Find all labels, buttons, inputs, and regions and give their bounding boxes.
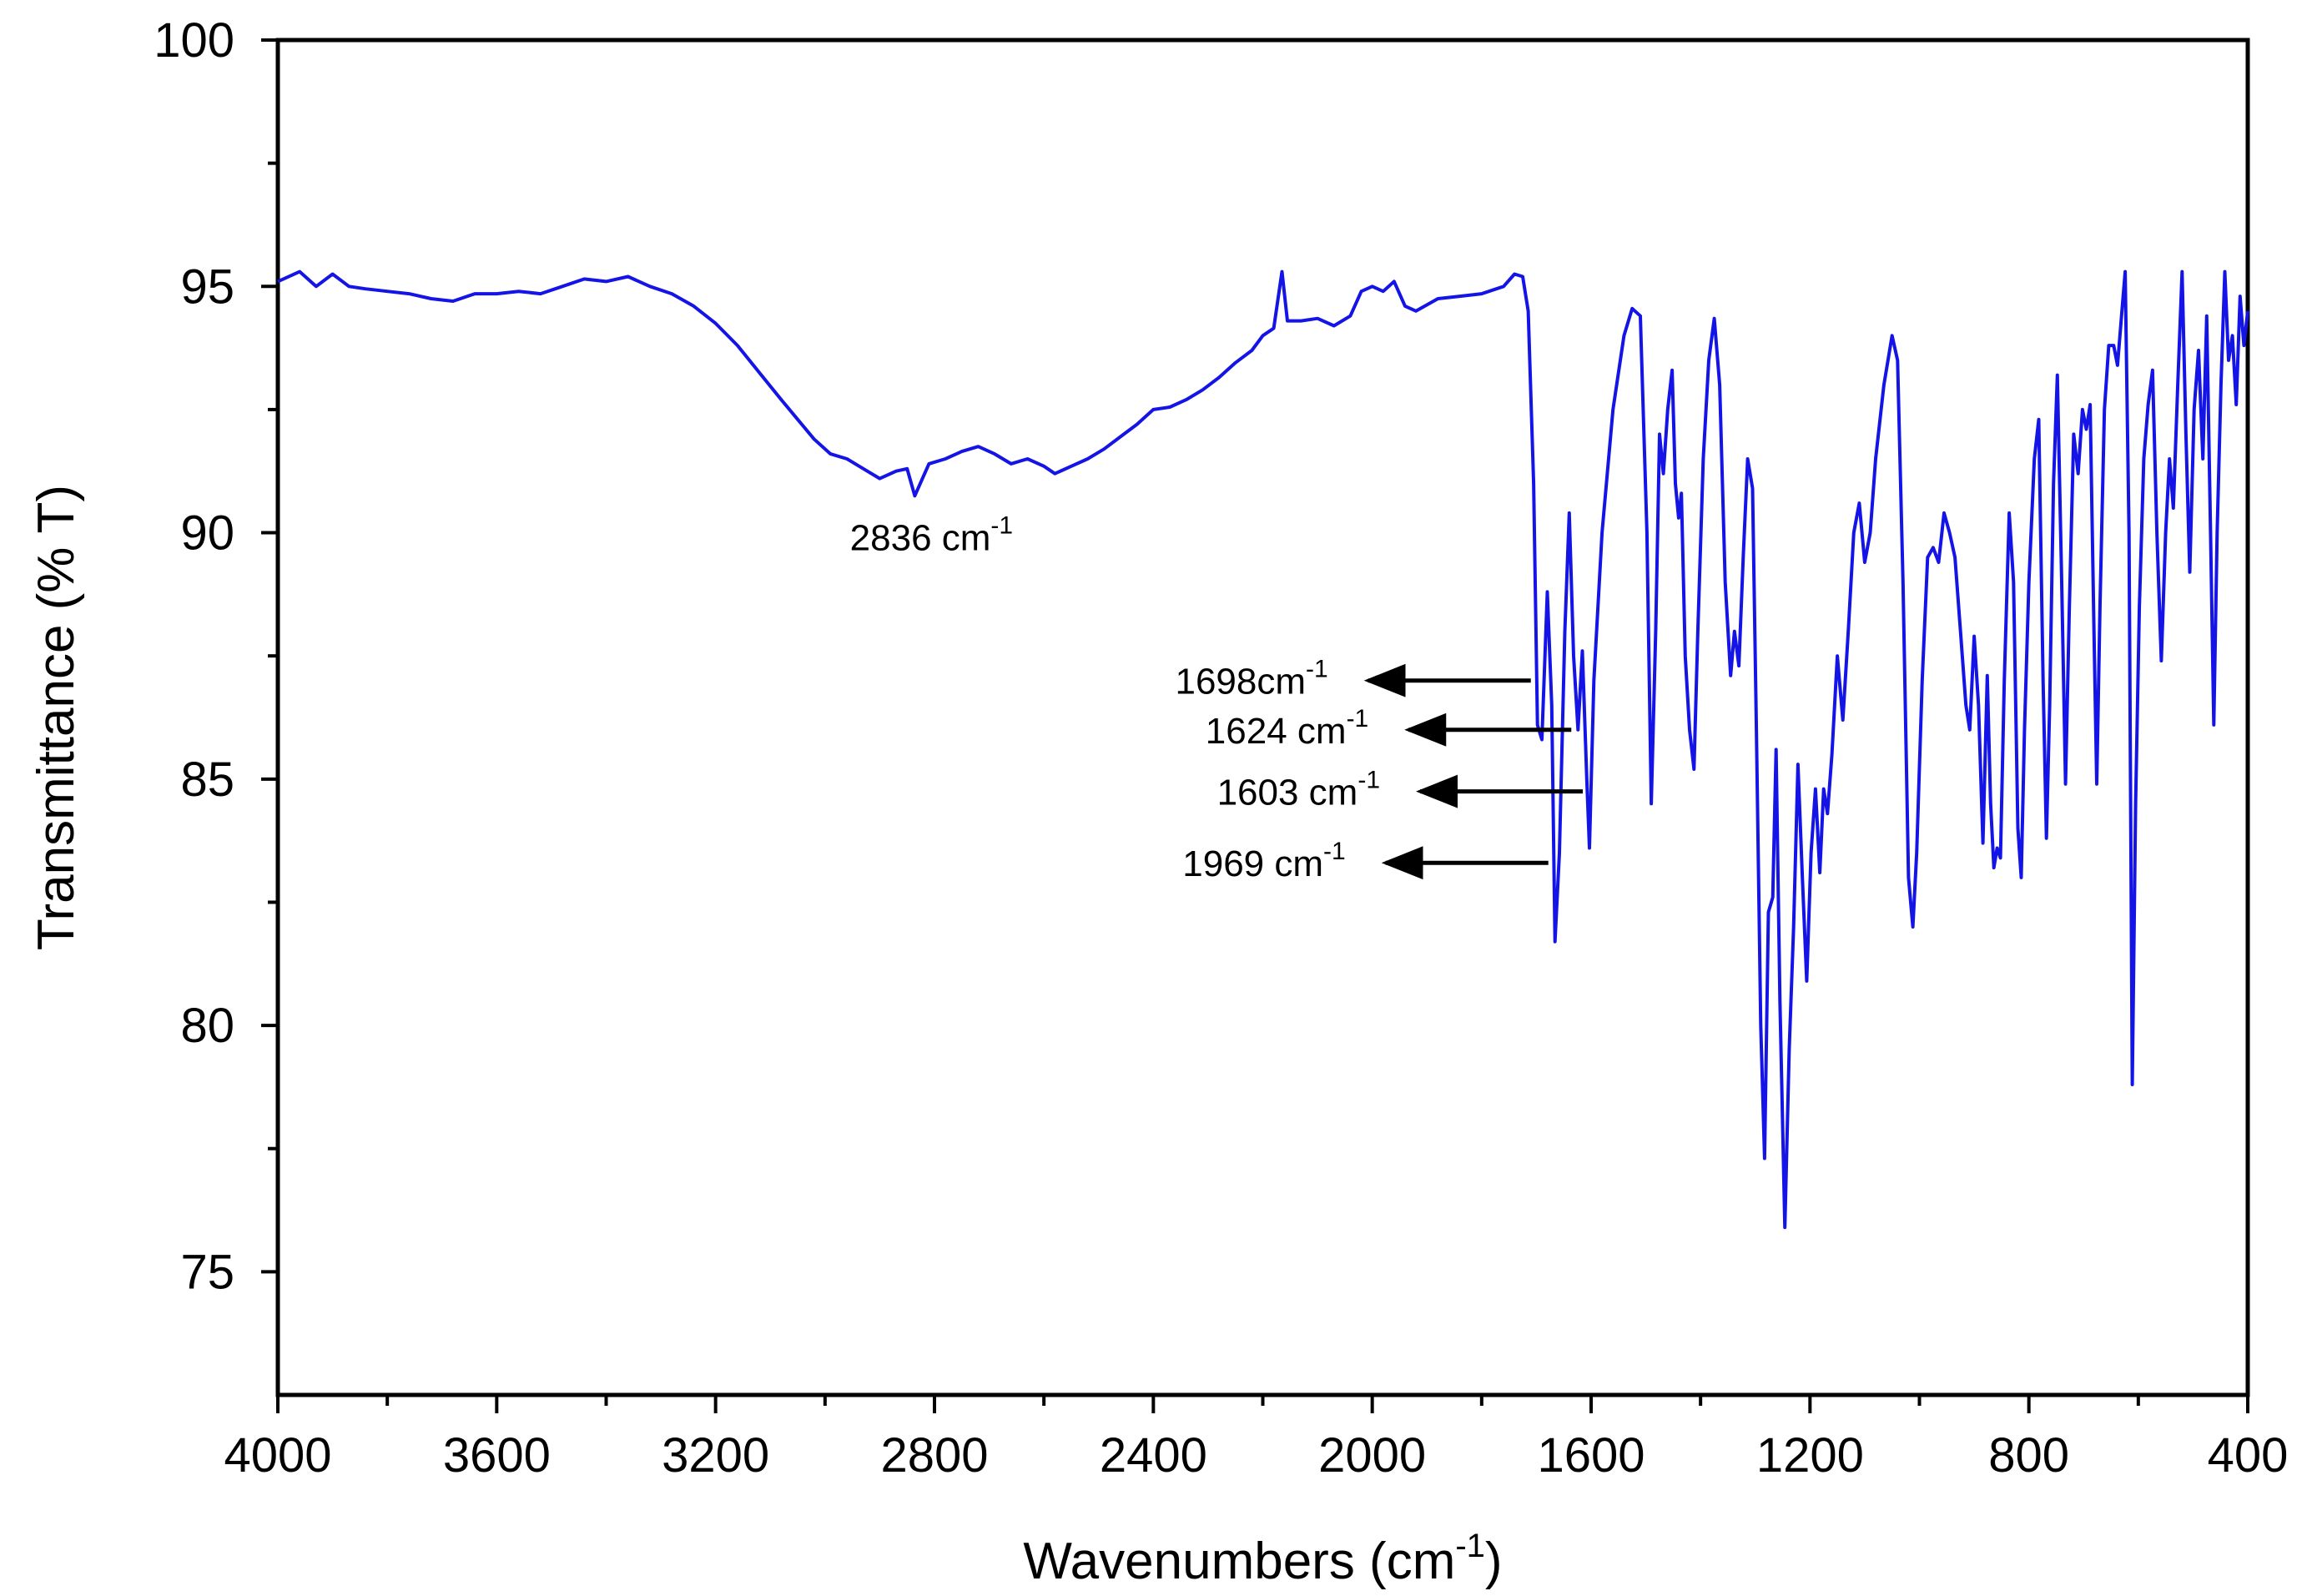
annotation-label: 2836 cm-1	[850, 511, 1013, 558]
peak-annotation: 1624 cm-1	[1206, 705, 1572, 752]
annotation-label: 1624 cm-1	[1206, 705, 1368, 752]
y-tick-label: 85	[180, 753, 234, 807]
annotation-label-sup: -1	[1306, 656, 1328, 683]
x-axis-title: Wavenumbers (cm-1)	[1023, 1528, 1502, 1590]
x-axis-title-sup: -1	[1455, 1528, 1485, 1564]
y-tick-label: 75	[180, 1245, 234, 1299]
annotation-label-main: 2836 cm	[850, 517, 991, 558]
annotation-label-sup: -1	[1357, 767, 1380, 794]
x-axis: 4000 3600 3200 2800 2400 2000 1600 1200 800 400	[224, 1395, 2288, 1483]
y-tick-label: 80	[180, 999, 234, 1053]
annotation-label-main: 1603 cm	[1217, 773, 1358, 813]
x-tick-label: 3600	[443, 1428, 551, 1483]
y-tick-label: 95	[180, 259, 234, 314]
peak-annotation: 1603 cm-1	[1217, 767, 1584, 813]
y-tick-label: 90	[180, 506, 234, 561]
x-tick-label: 1600	[1537, 1428, 1645, 1483]
annotation-label-sup: -1	[1347, 705, 1369, 733]
x-axis-title-main: Wavenumbers (cm	[1023, 1533, 1455, 1590]
annotation-label-main: 1624 cm	[1206, 711, 1347, 752]
x-tick-label: 400	[2208, 1428, 2289, 1483]
annotation-label: 1698cm-1	[1175, 656, 1327, 702]
x-tick-label: 2800	[880, 1428, 988, 1483]
annotation-label-sup: -1	[1323, 838, 1346, 865]
x-tick-label: 4000	[224, 1428, 331, 1483]
peak-annotation: 1698cm-1	[1175, 656, 1531, 702]
y-axis: 100 95 90 85 80 75	[154, 13, 278, 1299]
y-tick-label: 100	[154, 13, 234, 68]
x-tick-label: 3200	[662, 1428, 769, 1483]
x-tick-label: 2400	[1100, 1428, 1207, 1483]
x-axis-title-end: )	[1485, 1533, 1503, 1590]
annotation-label: 1969 cm-1	[1182, 838, 1345, 884]
y-axis-title: Transmittance (% T)	[28, 485, 85, 950]
x-tick-label: 1200	[1756, 1428, 1864, 1483]
series-group	[277, 269, 2249, 1230]
peak-annotation: 2836 cm-1	[850, 511, 1013, 558]
annotation-label: 1603 cm-1	[1217, 767, 1380, 813]
annotation-label-main: 1969 cm	[1182, 843, 1323, 884]
x-tick-label: 2000	[1318, 1428, 1426, 1483]
x-tick-label: 800	[1988, 1428, 2069, 1483]
annotation-label-main: 1698cm	[1175, 662, 1306, 702]
spectrum-line	[277, 269, 2249, 1230]
peak-annotation: 1969 cm-1	[1182, 838, 1549, 884]
annotation-label-sup: -1	[990, 511, 1013, 539]
